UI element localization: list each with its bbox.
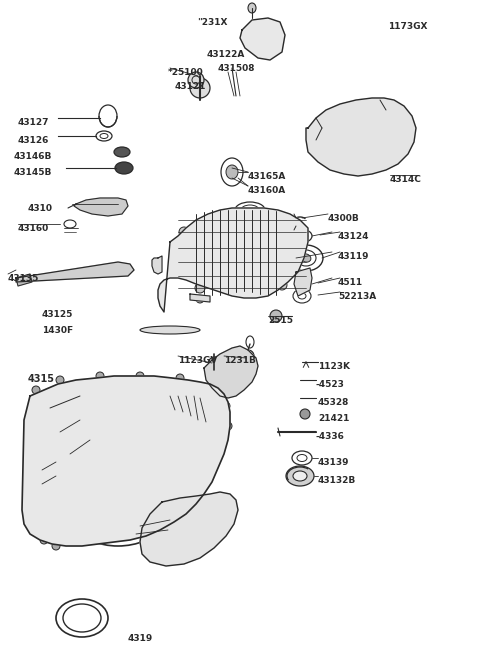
Text: -4336: -4336 [316, 432, 345, 441]
Circle shape [176, 374, 184, 382]
Text: 21421: 21421 [318, 414, 349, 423]
Text: 2515: 2515 [268, 316, 293, 325]
Ellipse shape [286, 466, 314, 486]
Circle shape [270, 310, 282, 322]
Text: 43145B: 43145B [14, 168, 52, 177]
Polygon shape [22, 376, 230, 546]
Circle shape [96, 372, 104, 380]
Circle shape [52, 542, 60, 550]
Text: 43125: 43125 [42, 310, 73, 319]
Polygon shape [16, 274, 32, 286]
Circle shape [56, 376, 64, 384]
Text: 4315: 4315 [28, 374, 55, 384]
Text: 52213A: 52213A [338, 292, 376, 301]
Circle shape [40, 536, 48, 544]
Text: 43121: 43121 [175, 82, 206, 91]
Circle shape [188, 72, 204, 88]
Polygon shape [294, 268, 312, 296]
Ellipse shape [293, 471, 307, 481]
Text: 43132B: 43132B [318, 476, 356, 485]
Ellipse shape [248, 3, 256, 13]
Text: -4523: -4523 [316, 380, 345, 389]
Circle shape [209, 357, 219, 367]
Text: 1173GX: 1173GX [388, 22, 428, 31]
Polygon shape [158, 208, 308, 312]
Text: "231X: "231X [197, 18, 228, 27]
Polygon shape [190, 294, 210, 302]
Circle shape [210, 382, 218, 390]
Circle shape [195, 283, 205, 293]
Circle shape [190, 78, 210, 98]
Text: 431508: 431508 [218, 64, 255, 73]
Text: 1231B: 1231B [224, 356, 256, 365]
Text: 1123GV: 1123GV [178, 356, 217, 365]
Ellipse shape [114, 147, 130, 157]
Text: 1123K: 1123K [318, 362, 350, 371]
Polygon shape [306, 98, 416, 176]
Circle shape [289, 231, 299, 241]
Circle shape [300, 409, 310, 419]
Ellipse shape [140, 326, 200, 334]
Text: 43146B: 43146B [14, 152, 52, 161]
Ellipse shape [301, 254, 311, 262]
Circle shape [277, 280, 287, 290]
Text: 4300B: 4300B [328, 214, 360, 223]
Text: 43119: 43119 [338, 252, 370, 261]
Circle shape [179, 227, 189, 237]
Text: 43127: 43127 [18, 118, 49, 127]
Text: 1430F: 1430F [42, 326, 73, 335]
Text: 43160A: 43160A [248, 186, 286, 195]
Circle shape [32, 386, 40, 394]
Polygon shape [152, 256, 162, 274]
Ellipse shape [115, 162, 133, 174]
Text: 4310: 4310 [28, 204, 53, 213]
Text: 43124: 43124 [338, 232, 370, 241]
Circle shape [242, 350, 254, 362]
Circle shape [196, 295, 204, 303]
Text: *25100: *25100 [168, 68, 204, 77]
Circle shape [222, 402, 230, 410]
Text: 4314C: 4314C [390, 175, 422, 184]
Circle shape [224, 422, 232, 430]
Text: 43122A: 43122A [207, 50, 245, 59]
Ellipse shape [226, 165, 238, 179]
Text: 43160: 43160 [18, 224, 49, 233]
Polygon shape [140, 492, 238, 566]
Text: 43135: 43135 [8, 274, 39, 283]
Text: 43139: 43139 [318, 458, 349, 467]
Polygon shape [240, 18, 285, 60]
Circle shape [136, 372, 144, 380]
Text: 43126: 43126 [18, 136, 49, 145]
Text: 4319: 4319 [128, 634, 153, 643]
Polygon shape [204, 346, 258, 398]
Text: 4511: 4511 [338, 278, 363, 287]
Text: 45328: 45328 [318, 398, 349, 407]
Polygon shape [74, 198, 128, 216]
Text: 43165A: 43165A [248, 172, 287, 181]
Polygon shape [16, 262, 134, 282]
